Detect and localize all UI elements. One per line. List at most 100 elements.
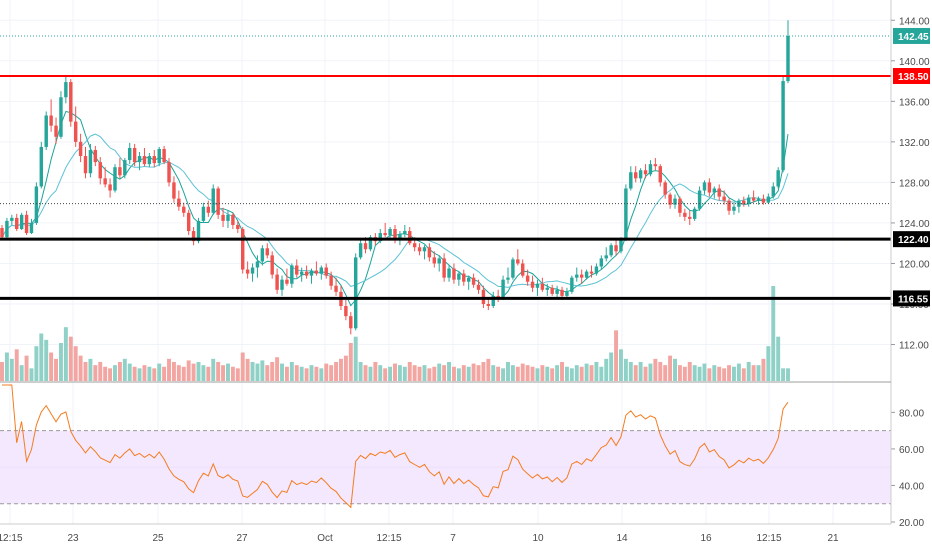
- candle[interactable]: [206, 206, 211, 213]
- candle[interactable]: [344, 306, 348, 317]
- candle[interactable]: [393, 229, 397, 240]
- candle[interactable]: [594, 266, 599, 274]
- candle[interactable]: [265, 248, 269, 256]
- candle[interactable]: [285, 279, 289, 284]
- candle[interactable]: [668, 194, 672, 205]
- candle[interactable]: [756, 198, 761, 201]
- candle[interactable]: [177, 198, 181, 207]
- candle[interactable]: [78, 141, 83, 157]
- candle[interactable]: [73, 121, 78, 142]
- candle[interactable]: [525, 275, 530, 282]
- candle[interactable]: [44, 115, 48, 147]
- candle[interactable]: [697, 190, 702, 209]
- candle[interactable]: [29, 222, 34, 234]
- candle[interactable]: [368, 237, 373, 250]
- candle[interactable]: [412, 243, 417, 248]
- candle[interactable]: [108, 184, 112, 191]
- candle[interactable]: [24, 214, 29, 234]
- candle[interactable]: [353, 257, 358, 329]
- candle[interactable]: [49, 115, 53, 126]
- candle[interactable]: [334, 285, 338, 292]
- candle[interactable]: [83, 156, 88, 174]
- candle[interactable]: [486, 304, 491, 307]
- candle[interactable]: [19, 214, 24, 230]
- candle[interactable]: [123, 160, 127, 176]
- candle[interactable]: [452, 268, 456, 280]
- candle[interactable]: [462, 273, 466, 282]
- candle[interactable]: [471, 277, 476, 285]
- candle[interactable]: [113, 167, 117, 191]
- candle[interactable]: [299, 271, 304, 275]
- candle[interactable]: [98, 162, 102, 179]
- candle[interactable]: [142, 156, 147, 165]
- candle[interactable]: [633, 172, 638, 179]
- candle[interactable]: [324, 267, 328, 276]
- candle[interactable]: [314, 270, 319, 274]
- candle[interactable]: [240, 229, 245, 270]
- candle[interactable]: [501, 279, 505, 298]
- candle[interactable]: [5, 220, 9, 238]
- candle[interactable]: [319, 267, 324, 274]
- candle[interactable]: [447, 268, 451, 278]
- candle[interactable]: [147, 156, 152, 165]
- candle[interactable]: [329, 275, 333, 286]
- candle[interactable]: [466, 277, 471, 282]
- candle[interactable]: [255, 261, 260, 268]
- candle[interactable]: [103, 178, 107, 185]
- candle[interactable]: [363, 243, 368, 250]
- candle[interactable]: [349, 316, 353, 329]
- candle[interactable]: [521, 263, 525, 276]
- candle[interactable]: [408, 231, 412, 244]
- candle[interactable]: [702, 182, 707, 191]
- candle[interactable]: [15, 217, 19, 230]
- candle[interactable]: [93, 149, 98, 163]
- candle[interactable]: [491, 295, 495, 307]
- candle[interactable]: [599, 258, 604, 267]
- candle[interactable]: [270, 255, 274, 275]
- candle[interactable]: [771, 186, 775, 197]
- candle[interactable]: [751, 197, 756, 201]
- candle[interactable]: [290, 265, 294, 284]
- candle[interactable]: [69, 82, 73, 122]
- candle[interactable]: [201, 206, 206, 221]
- candle[interactable]: [64, 82, 68, 98]
- candle[interactable]: [575, 274, 579, 278]
- candle[interactable]: [118, 167, 122, 176]
- candle[interactable]: [172, 182, 176, 199]
- candle[interactable]: [678, 198, 682, 213]
- candle[interactable]: [403, 231, 407, 235]
- candle[interactable]: [88, 149, 93, 174]
- candle[interactable]: [732, 206, 736, 211]
- candle[interactable]: [579, 274, 584, 278]
- candle[interactable]: [560, 289, 564, 296]
- candle[interactable]: [638, 170, 643, 179]
- candle[interactable]: [358, 243, 363, 258]
- candle[interactable]: [260, 248, 265, 262]
- candle[interactable]: [388, 229, 392, 236]
- candle[interactable]: [481, 289, 486, 304]
- candle[interactable]: [545, 287, 550, 290]
- candle[interactable]: [746, 197, 751, 204]
- candle[interactable]: [707, 182, 712, 193]
- candle[interactable]: [766, 196, 771, 203]
- candle[interactable]: [280, 279, 284, 290]
- candle[interactable]: [437, 258, 441, 264]
- candle[interactable]: [10, 217, 14, 221]
- candle[interactable]: [383, 233, 387, 236]
- candle[interactable]: [0, 228, 4, 238]
- candle[interactable]: [658, 166, 662, 183]
- candle[interactable]: [476, 284, 481, 290]
- candle[interactable]: [535, 283, 540, 288]
- candle[interactable]: [663, 182, 667, 195]
- candle[interactable]: [781, 81, 785, 171]
- candle[interactable]: [152, 156, 157, 164]
- candle[interactable]: [196, 220, 201, 242]
- candle[interactable]: [717, 188, 721, 197]
- candle[interactable]: [216, 188, 220, 215]
- candle[interactable]: [614, 245, 618, 252]
- candle[interactable]: [157, 148, 161, 164]
- time-axis[interactable]: 12:15 23 25 27 Oct 12:15 7 10 14 16 12:15 21: [0, 533, 839, 544]
- candle[interactable]: [54, 125, 58, 137]
- candle[interactable]: [137, 156, 142, 163]
